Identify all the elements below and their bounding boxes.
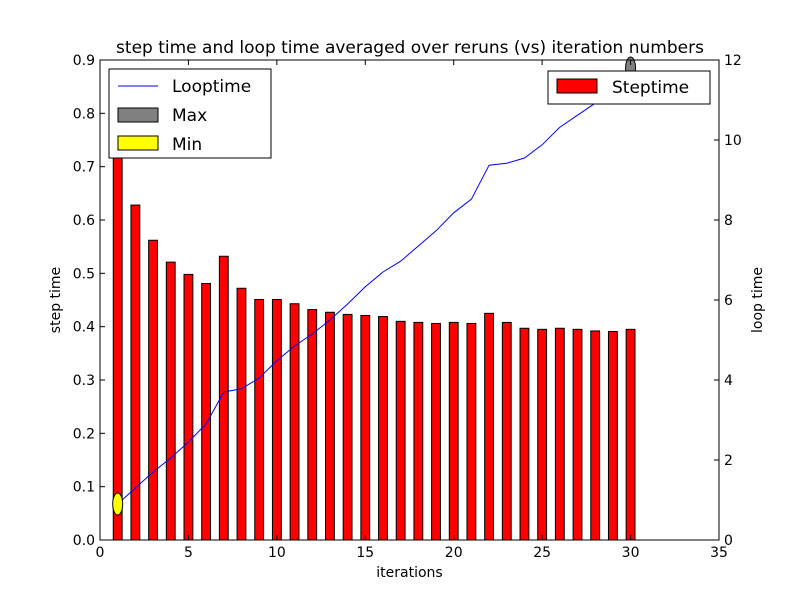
steptime-bar — [236, 287, 247, 541]
y-axis-label: step time — [48, 267, 64, 333]
looptime-line-group — [117, 67, 631, 505]
x-tick-label: 10 — [268, 545, 286, 561]
steptime-bar — [519, 327, 530, 541]
steptime-bar — [554, 327, 565, 541]
steptime-bar — [413, 321, 424, 541]
legend-max-swatch — [117, 107, 159, 123]
steptime-bar — [254, 298, 265, 541]
steptime-bar — [289, 303, 300, 541]
steptime-bar — [307, 309, 318, 541]
steptime-bar — [148, 239, 158, 541]
y2-axis-label: loop time — [750, 267, 766, 333]
steptime-bar — [448, 321, 459, 541]
x-tick-label: 15 — [356, 545, 374, 561]
steptime-bar — [572, 328, 583, 541]
legend-min-swatch — [117, 135, 159, 151]
steptime-bar — [607, 330, 618, 541]
steptime-bar — [590, 330, 601, 541]
x-axis-label: iterations — [376, 565, 442, 581]
y2-tick-label: 6 — [724, 293, 733, 309]
steptime-bar — [271, 298, 282, 541]
y-tick-label: 0.2 — [73, 426, 95, 442]
x-tick-label: 20 — [445, 545, 463, 561]
looptime-line — [117, 67, 631, 505]
steptime-bar — [324, 311, 335, 541]
x-tick-label: 5 — [184, 545, 193, 561]
steptime-bar — [360, 314, 371, 541]
y2-tick-label: 2 — [724, 453, 733, 469]
legend-right: Steptime — [547, 70, 711, 105]
chart-title: step time and loop time averaged over re… — [116, 38, 704, 58]
steptime-bar — [112, 155, 123, 541]
y-tick-label: 0.1 — [73, 480, 95, 496]
steptime-bar — [431, 322, 441, 541]
y-tick-label: 0.3 — [73, 373, 95, 389]
steptime-bar — [484, 312, 495, 541]
y-tick-label: 0.6 — [73, 213, 95, 229]
y-tick-label: 0.9 — [73, 53, 95, 69]
legend-steptime-swatch — [556, 78, 598, 94]
steptime-bar — [201, 282, 212, 541]
y2-tick-label: 4 — [724, 373, 733, 389]
steptime-bar — [537, 328, 548, 541]
x-tick-label: 30 — [622, 545, 640, 561]
steptime-bars — [112, 155, 636, 541]
y-tick-label: 0.7 — [73, 160, 95, 176]
steptime-bar — [466, 322, 477, 541]
legend-looptime-label: Looptime — [172, 77, 251, 97]
steptime-bar — [183, 273, 194, 541]
axis-ticks: 0 5 10 15 20 25 30 350.00.10.20.30.40.50.60.70.… — [73, 53, 742, 561]
steptime-bar — [342, 313, 353, 541]
y-tick-label: 0.0 — [73, 533, 95, 549]
steptime-bar — [395, 320, 406, 541]
x-tick-label: 25 — [533, 545, 551, 561]
legend-max-label: Max — [172, 106, 207, 126]
steptime-bar — [378, 316, 388, 541]
steptime-bar — [130, 204, 141, 541]
min-marker — [112, 492, 124, 516]
steptime-bar — [501, 321, 512, 541]
x-tick-label: 35 — [710, 545, 728, 561]
y-tick-label: 0.4 — [73, 320, 95, 336]
y2-tick-label: 10 — [724, 133, 742, 149]
y-tick-label: 0.8 — [73, 106, 95, 122]
y2-tick-label: 8 — [724, 213, 733, 229]
legend-steptime-label: Steptime — [612, 78, 689, 98]
y2-tick-label: 0 — [724, 533, 733, 549]
legend-min-label: Min — [172, 135, 202, 155]
legend-left: Looptime Max Min — [108, 68, 272, 159]
steptime-bar — [165, 261, 176, 541]
steptime-bar — [625, 328, 636, 541]
x-tick-label: 0 — [96, 545, 105, 561]
y2-tick-label: 12 — [724, 53, 742, 69]
y-tick-label: 0.5 — [73, 266, 95, 282]
